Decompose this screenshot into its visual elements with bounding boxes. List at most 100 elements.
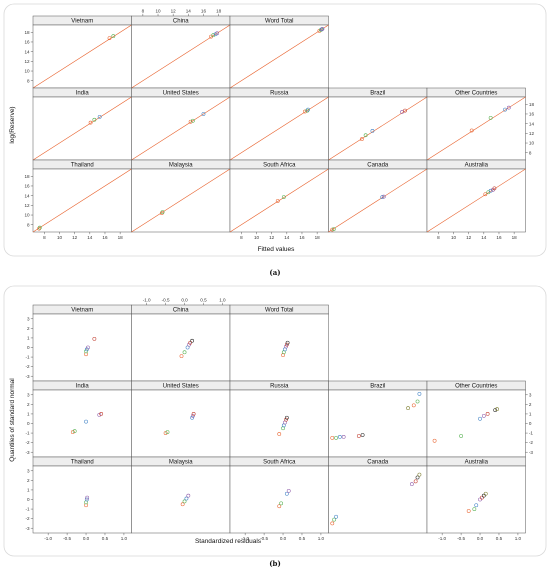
- panel-vietnam: Vietnam -3 -2 -1 0 1 2 3: [26, 304, 132, 382]
- x-tick-label: 14: [284, 235, 290, 240]
- x-tick-label: 8: [43, 235, 46, 240]
- panel-russia: Russia: [229, 380, 329, 458]
- data-point: [488, 115, 493, 120]
- chart-a-xlabel: Fitted values: [258, 246, 296, 253]
- y-tick-label: 1: [27, 336, 30, 341]
- strip-label: Vietnam: [71, 308, 93, 314]
- data-point: [319, 27, 324, 32]
- strip-label: South Africa: [263, 163, 296, 169]
- y-tick-label: 18: [529, 102, 535, 107]
- y-tick-label: 2: [27, 402, 30, 407]
- y-tick-label: 2: [27, 478, 30, 483]
- data-point: [306, 107, 310, 112]
- chart-b: Vietnam -3 -2 -1 0 1 2 3 China -1.0 -0.5 0.0 0.5 1.0 W…: [26, 298, 534, 542]
- data-point: [356, 434, 361, 438]
- data-point: [284, 415, 289, 420]
- data-point: [182, 350, 187, 355]
- panel-frame: [131, 465, 231, 534]
- data-point: [370, 129, 375, 133]
- data-point: [97, 114, 102, 119]
- y-tick-label: 8: [27, 222, 30, 227]
- data-point: [480, 495, 484, 500]
- data-point: [70, 430, 75, 434]
- data-point: [478, 416, 482, 421]
- x-tick-label: 16: [102, 235, 108, 240]
- panel-thailand: Thailand -1.0 -0.5 0.0 0.5 1.0 -3 -2 -1 0 1 2 3: [26, 456, 132, 541]
- panel-frame: [229, 389, 329, 458]
- strip-label: South Africa: [263, 460, 296, 466]
- data-point: [187, 342, 191, 347]
- strip-label: Thailand: [71, 163, 94, 169]
- y-tick-label: 3: [27, 468, 30, 473]
- reference-line: [229, 24, 329, 89]
- data-point: [182, 499, 187, 504]
- panel-united-states: United States: [131, 380, 231, 458]
- data-point: [190, 413, 195, 418]
- strip-label: Malaysia: [169, 460, 193, 466]
- x-tick-label: 10: [254, 235, 260, 240]
- y-tick-label: 0: [529, 421, 532, 426]
- panel-frame: [32, 465, 132, 534]
- panel-frame: [328, 465, 428, 534]
- panel-south-africa: South Africa -1.0 -0.5 0.0 0.5 1.0: [229, 456, 329, 541]
- strip-label: United States: [163, 91, 199, 97]
- data-point: [211, 33, 216, 38]
- strip-label: Canada: [367, 460, 389, 466]
- data-point: [400, 110, 404, 114]
- x-tick-label: -1.0: [438, 536, 446, 541]
- y-tick-label: 1: [27, 488, 30, 493]
- x-tick-label: 14: [481, 235, 487, 240]
- y-tick-label: -1: [529, 431, 534, 436]
- reference-line: [328, 96, 428, 161]
- panel-frame: [229, 465, 329, 534]
- panel-word-total: Word Total: [229, 15, 329, 89]
- x-tick-label: 18: [315, 235, 321, 240]
- strip-label: Australia: [465, 163, 489, 169]
- data-point: [277, 504, 282, 509]
- strip-label: Brazil: [370, 91, 385, 97]
- data-point: [506, 105, 511, 110]
- y-tick-label: 0: [27, 345, 30, 350]
- x-tick-label: 1.0: [219, 298, 226, 303]
- panel-frame: [32, 313, 132, 382]
- data-point: [478, 497, 482, 502]
- reference-line: [229, 96, 329, 161]
- data-point: [485, 412, 490, 416]
- strip-label: Brazil: [370, 384, 385, 390]
- data-point: [359, 137, 364, 142]
- reference-line: [426, 96, 526, 161]
- data-point: [363, 133, 368, 138]
- chart-a-ylabel: log(Reserve): [9, 106, 16, 143]
- data-point: [493, 408, 498, 412]
- data-point: [284, 417, 288, 422]
- data-point: [279, 501, 284, 506]
- y-tick-label: 14: [24, 49, 30, 54]
- panel-other-countries: Other Countries 8 10 12 14 16 18: [426, 87, 535, 161]
- data-point: [191, 412, 196, 416]
- data-point: [190, 415, 194, 420]
- strip-label: China: [173, 19, 189, 25]
- x-tick-label: -1.0: [143, 298, 151, 303]
- y-tick-label: 16: [24, 184, 30, 189]
- x-tick-label: 8: [240, 235, 243, 240]
- y-tick-label: 12: [529, 131, 535, 136]
- data-point: [188, 340, 193, 345]
- panel-frame: [32, 389, 132, 458]
- data-point: [72, 429, 77, 434]
- x-tick-label: 12: [269, 235, 275, 240]
- figure-a-caption: (a): [269, 268, 280, 277]
- data-point: [320, 27, 325, 31]
- y-tick-label: 8: [529, 150, 532, 155]
- x-tick-label: -0.5: [162, 298, 170, 303]
- panel-thailand: Thailand 8 10 12 14 16 18 8 10 12 14 16 18: [24, 159, 132, 240]
- x-tick-label: 0.5: [496, 536, 503, 541]
- data-point: [163, 431, 168, 435]
- y-tick-label: 0: [27, 421, 30, 426]
- data-point: [184, 496, 189, 501]
- data-point: [180, 502, 185, 507]
- data-point: [334, 435, 338, 440]
- x-tick-label: 0.5: [299, 536, 306, 541]
- x-tick-label: 16: [299, 235, 305, 240]
- data-point: [86, 345, 90, 350]
- reference-line: [131, 24, 231, 89]
